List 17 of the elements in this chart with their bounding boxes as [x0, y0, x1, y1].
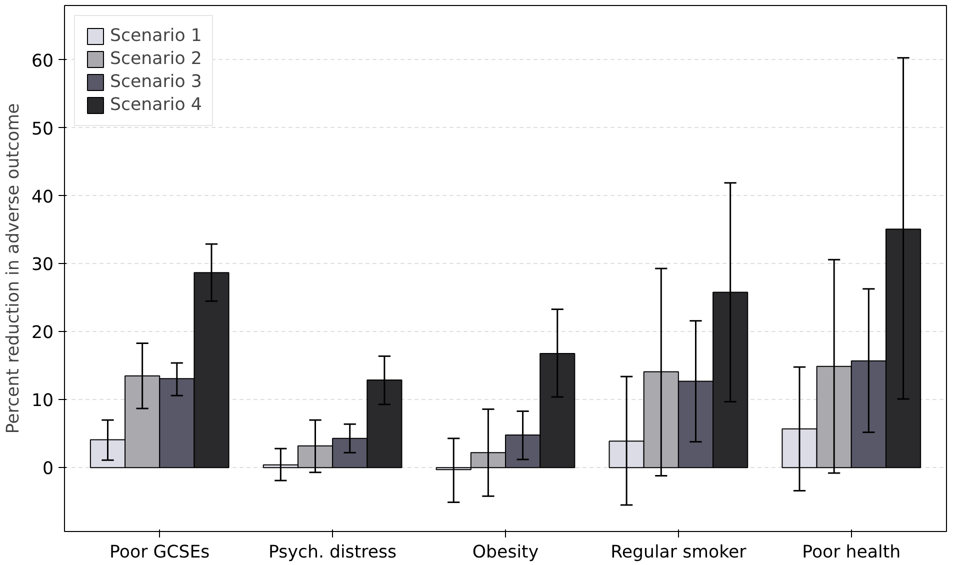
- y-tick-label: 60: [31, 51, 54, 72]
- y-tick-label: 0: [42, 459, 54, 480]
- x-tick-label: Poor health: [802, 542, 901, 562]
- x-tick-label: Regular smoker: [610, 542, 748, 562]
- legend-label: Scenario 4: [110, 95, 202, 115]
- y-tick-label: 40: [31, 187, 54, 208]
- legend-label: Scenario 1: [110, 26, 202, 46]
- legend-label: Scenario 3: [110, 72, 202, 92]
- x-tick-label: Psych. distress: [268, 542, 397, 562]
- y-tick-label: 50: [31, 119, 54, 140]
- y-axis-title: Percent reduction in adverse outcome: [3, 103, 24, 434]
- x-tick-label: Poor GCSEs: [110, 542, 210, 562]
- y-tick-label: 30: [31, 255, 54, 276]
- legend-label: Scenario 2: [110, 49, 202, 69]
- y-tick-label: 10: [31, 391, 54, 412]
- y-tick-label: 20: [31, 323, 54, 344]
- x-tick-label: Obesity: [472, 542, 539, 562]
